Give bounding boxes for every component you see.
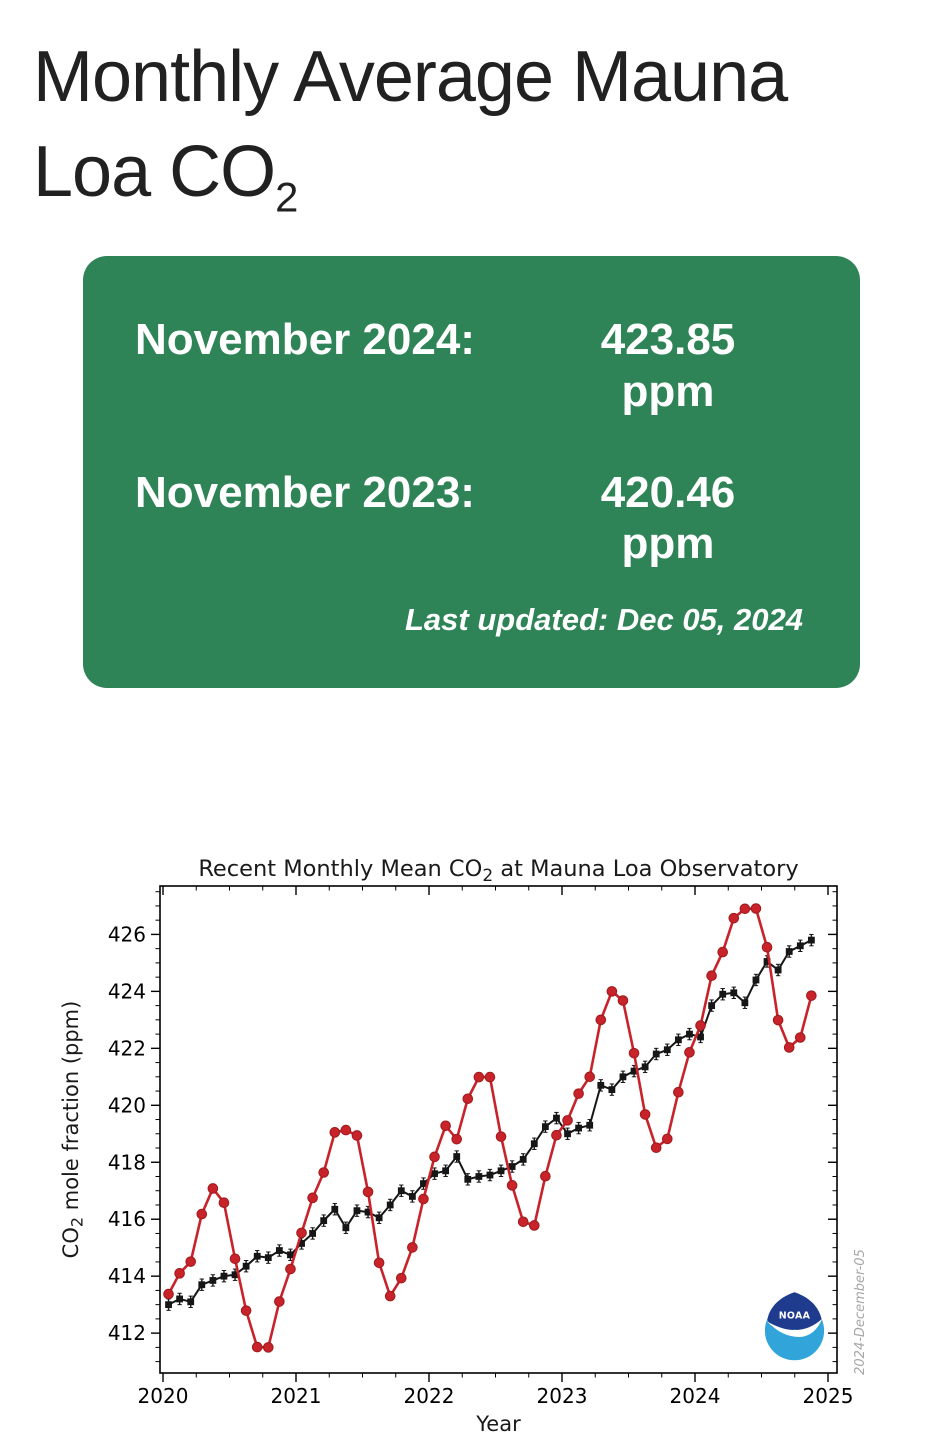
page-title-subscript: 2	[275, 173, 298, 221]
y-tick-label: 416	[108, 1207, 146, 1231]
last-updated: Last updated: Dec 05, 2024	[405, 601, 803, 637]
stat-label-2024: November 2024:	[135, 315, 475, 365]
stat-value-2023: 420.46	[600, 468, 736, 517]
y-tick-label: 424	[108, 979, 146, 1003]
y-axis-label: CO2 mole fraction (ppm)	[59, 1001, 87, 1259]
chart-title: Recent Monthly Mean CO2 at Mauna Loa Obs…	[198, 856, 798, 886]
series-monthly-mean	[163, 903, 817, 1353]
x-tick-label: 2025	[803, 1384, 854, 1408]
stat-label-2023: November 2023:	[135, 468, 475, 517]
x-tick-label: 2022	[404, 1384, 455, 1408]
co2-chart-figure: 412 414 416 418 420 422 424 426 2020 2021 2022 2023…	[0, 840, 943, 1441]
noaa-logo: NOAA	[764, 1292, 825, 1361]
co2-chart: 412 414 416 418 420 422 424 426 2020 2021 2022 2023…	[59, 856, 868, 1436]
noaa-logo-text: NOAA	[779, 1311, 811, 1322]
svg-text:2024-December-05: 2024-December-05	[853, 1249, 868, 1375]
svg-text:CO2 mole fraction (ppm): CO2 mole fraction (ppm)	[59, 1001, 87, 1259]
summary-card: November 2024: 423.85 ppm November 2023:…	[83, 256, 860, 688]
stat-row-previous-year: November 2023: 420.46 ppm	[135, 467, 805, 570]
x-tick-label: 2024	[670, 1384, 721, 1408]
page-title-text: Monthly Average Mauna Loa CO	[33, 37, 788, 213]
page-title: Monthly Average Mauna Loa CO2	[33, 0, 893, 220]
stat-value-box-2024: 423.85 ppm	[583, 314, 753, 417]
x-tick-label: 2021	[271, 1384, 322, 1408]
stat-value-2024: 423.85	[600, 315, 736, 365]
y-tick-label: 412	[108, 1321, 146, 1345]
y-tick-label: 422	[108, 1036, 146, 1060]
x-axis-label: Year	[475, 1412, 521, 1436]
date-stamp: 2024-December-05	[853, 1249, 868, 1375]
x-tick-label: 2020	[138, 1384, 189, 1408]
axis-tick-labels: 412 414 416 418 420 422 424 426 2020 2021 2022 2023…	[108, 922, 854, 1408]
stat-unit-2023: ppm	[621, 519, 715, 569]
stat-row-current-year: November 2024: 423.85 ppm	[135, 314, 805, 417]
axis-ticks	[151, 886, 837, 1382]
y-tick-label: 414	[108, 1264, 146, 1288]
y-tick-label: 418	[108, 1150, 146, 1174]
stat-unit-2024: ppm	[621, 366, 715, 416]
y-tick-label: 420	[108, 1093, 146, 1117]
y-tick-label: 426	[108, 922, 146, 946]
stat-value-box-2023: 420.46 ppm	[583, 467, 753, 570]
x-tick-label: 2023	[537, 1384, 588, 1408]
